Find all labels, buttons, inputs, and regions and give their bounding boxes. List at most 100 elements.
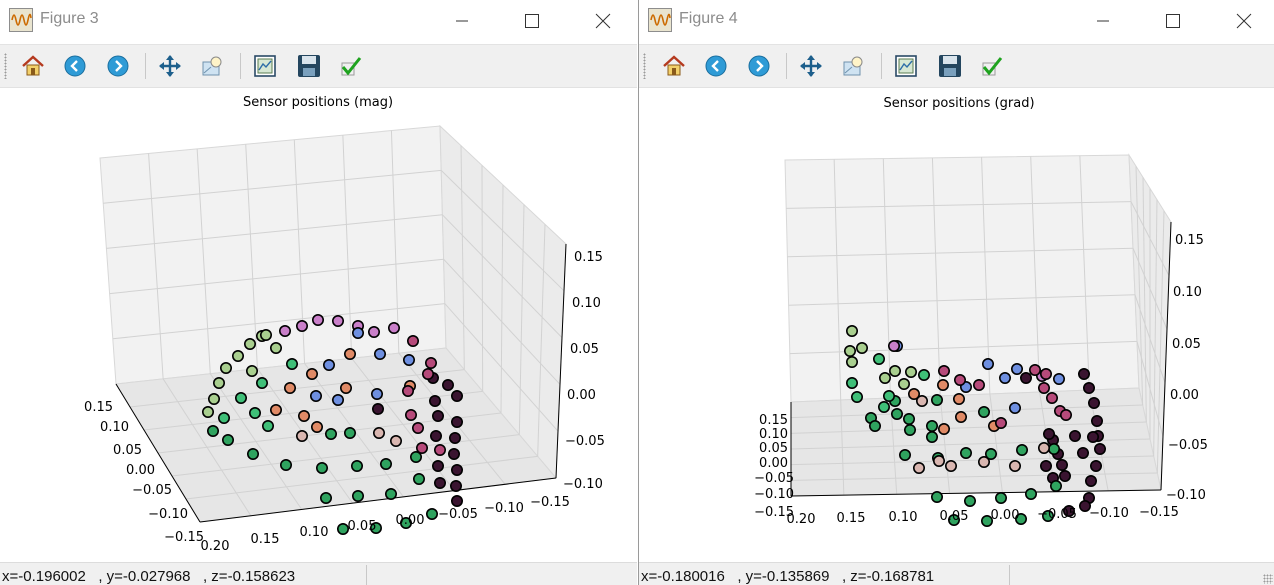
grid-line (1030, 156, 1041, 393)
grid-line (518, 204, 525, 435)
grid-line (443, 258, 561, 385)
y-tick-label: 0.10 (759, 427, 788, 442)
toolbar-separator (881, 53, 882, 79)
sensor-point (1077, 367, 1090, 380)
window-title: Figure 3 (40, 10, 99, 27)
z-tick-label: −0.10 (563, 477, 603, 492)
maximize-icon (1166, 14, 1180, 28)
sensor-point (369, 521, 382, 534)
zoom-button[interactable] (840, 52, 868, 80)
y-tick-label: 0.15 (759, 413, 788, 428)
x-tick-label: −0.05 (438, 507, 478, 522)
sensor-point (984, 447, 997, 460)
close-icon (595, 13, 611, 29)
sensor-point (1008, 401, 1021, 414)
sensor-point (402, 353, 415, 366)
z-tick-label: 0.10 (572, 296, 601, 311)
y-tick-label: 0.05 (759, 441, 788, 456)
maximize-button[interactable] (1151, 6, 1195, 36)
close-button[interactable] (1222, 6, 1266, 36)
save-button[interactable] (936, 52, 964, 80)
z-tick-label: −0.05 (1168, 438, 1208, 453)
pan-button[interactable] (156, 52, 184, 80)
grid-line (103, 169, 442, 204)
minimize-button[interactable] (440, 6, 484, 36)
subplots-button[interactable] (251, 52, 279, 80)
sensor-point (343, 426, 356, 439)
sensor-point (421, 367, 434, 380)
title-bar[interactable]: Figure 4 (639, 0, 1274, 45)
plot-area[interactable]: Sensor positions (mag) 0.15 0.10 0.05 0.… (0, 88, 637, 562)
axes-3d-figure3[interactable]: Sensor positions (mag) 0.15 0.10 0.05 0.… (0, 88, 637, 562)
resize-grip[interactable] (1263, 574, 1273, 584)
sensor-point (932, 454, 945, 467)
forward-button[interactable] (745, 52, 773, 80)
grid-line (481, 165, 484, 392)
axes-3d-figure4[interactable]: Sensor positions (grad) 0.15 0.10 0.05 0… (639, 88, 1274, 562)
close-button[interactable] (581, 6, 625, 36)
back-button[interactable] (702, 52, 730, 80)
pan-button[interactable] (797, 52, 825, 80)
axes-panes (784, 153, 1172, 497)
x-tick-label: −0.15 (530, 495, 570, 510)
status-bar: x=-0.196002 , y=-0.027968 , z=-0.158623 (0, 562, 637, 585)
figure-window: Figure 4 (638, 0, 1274, 585)
zoom-button[interactable] (199, 52, 227, 80)
sensor-point (322, 358, 335, 371)
axis-lines (790, 221, 1172, 497)
grid-line (143, 390, 483, 431)
sensor-point (207, 424, 220, 437)
plot-area[interactable]: Sensor positions (grad) 0.15 0.10 0.05 0… (639, 88, 1274, 562)
grid-line (981, 157, 991, 395)
grid-line (931, 157, 941, 397)
sensor-point (220, 361, 233, 374)
y-tick-label: 0.00 (126, 463, 155, 478)
sensor-point (977, 405, 990, 418)
back-icon (705, 55, 727, 77)
sensor-point (994, 416, 1007, 429)
grid-line (196, 148, 211, 374)
sensor-point (1062, 504, 1075, 517)
sensor-point (324, 427, 337, 440)
edit-parameters-button[interactable] (978, 52, 1006, 80)
sensor-point (902, 412, 915, 425)
toolbar-grip[interactable] (4, 53, 7, 79)
grid-line (537, 224, 546, 457)
maximize-button[interactable] (510, 6, 554, 36)
grid-line (786, 201, 1132, 209)
subplots-button[interactable] (892, 52, 920, 80)
save-button[interactable] (295, 52, 323, 80)
sensor-point (944, 459, 957, 472)
x-tick-label: 0.20 (201, 539, 230, 554)
sensor-point (235, 391, 248, 404)
minimize-icon (1097, 20, 1109, 22)
toolbar-grip[interactable] (643, 53, 646, 79)
sensor-point (406, 335, 419, 348)
x-tick-label: 0.10 (889, 510, 918, 525)
toolbar-separator (145, 53, 146, 79)
sensor-point (249, 406, 262, 419)
sensor-point (937, 422, 950, 435)
sensor-point (998, 371, 1011, 384)
sensor-point (889, 364, 902, 377)
home-button[interactable] (660, 52, 688, 80)
title-bar[interactable]: Figure 3 (0, 0, 637, 45)
sensor-point (373, 347, 386, 360)
grid-line (833, 159, 842, 401)
sensor-point (409, 450, 422, 463)
sensor-point (925, 419, 938, 432)
edit-parameters-button[interactable] (337, 52, 365, 80)
y-tick-label: −0.05 (132, 483, 172, 498)
x-tick-label: −0.10 (1089, 506, 1129, 521)
sensor-markers (202, 314, 463, 535)
grid-line (129, 369, 465, 408)
minimize-button[interactable] (1081, 6, 1125, 36)
grid-line (790, 421, 1147, 434)
sensor-point (1041, 509, 1054, 522)
plot-title: Sensor positions (mag) (243, 95, 393, 110)
forward-button[interactable] (104, 52, 132, 80)
grid-line (106, 214, 443, 249)
grid-line (500, 184, 504, 414)
home-button[interactable] (19, 52, 47, 80)
back-button[interactable] (61, 52, 89, 80)
